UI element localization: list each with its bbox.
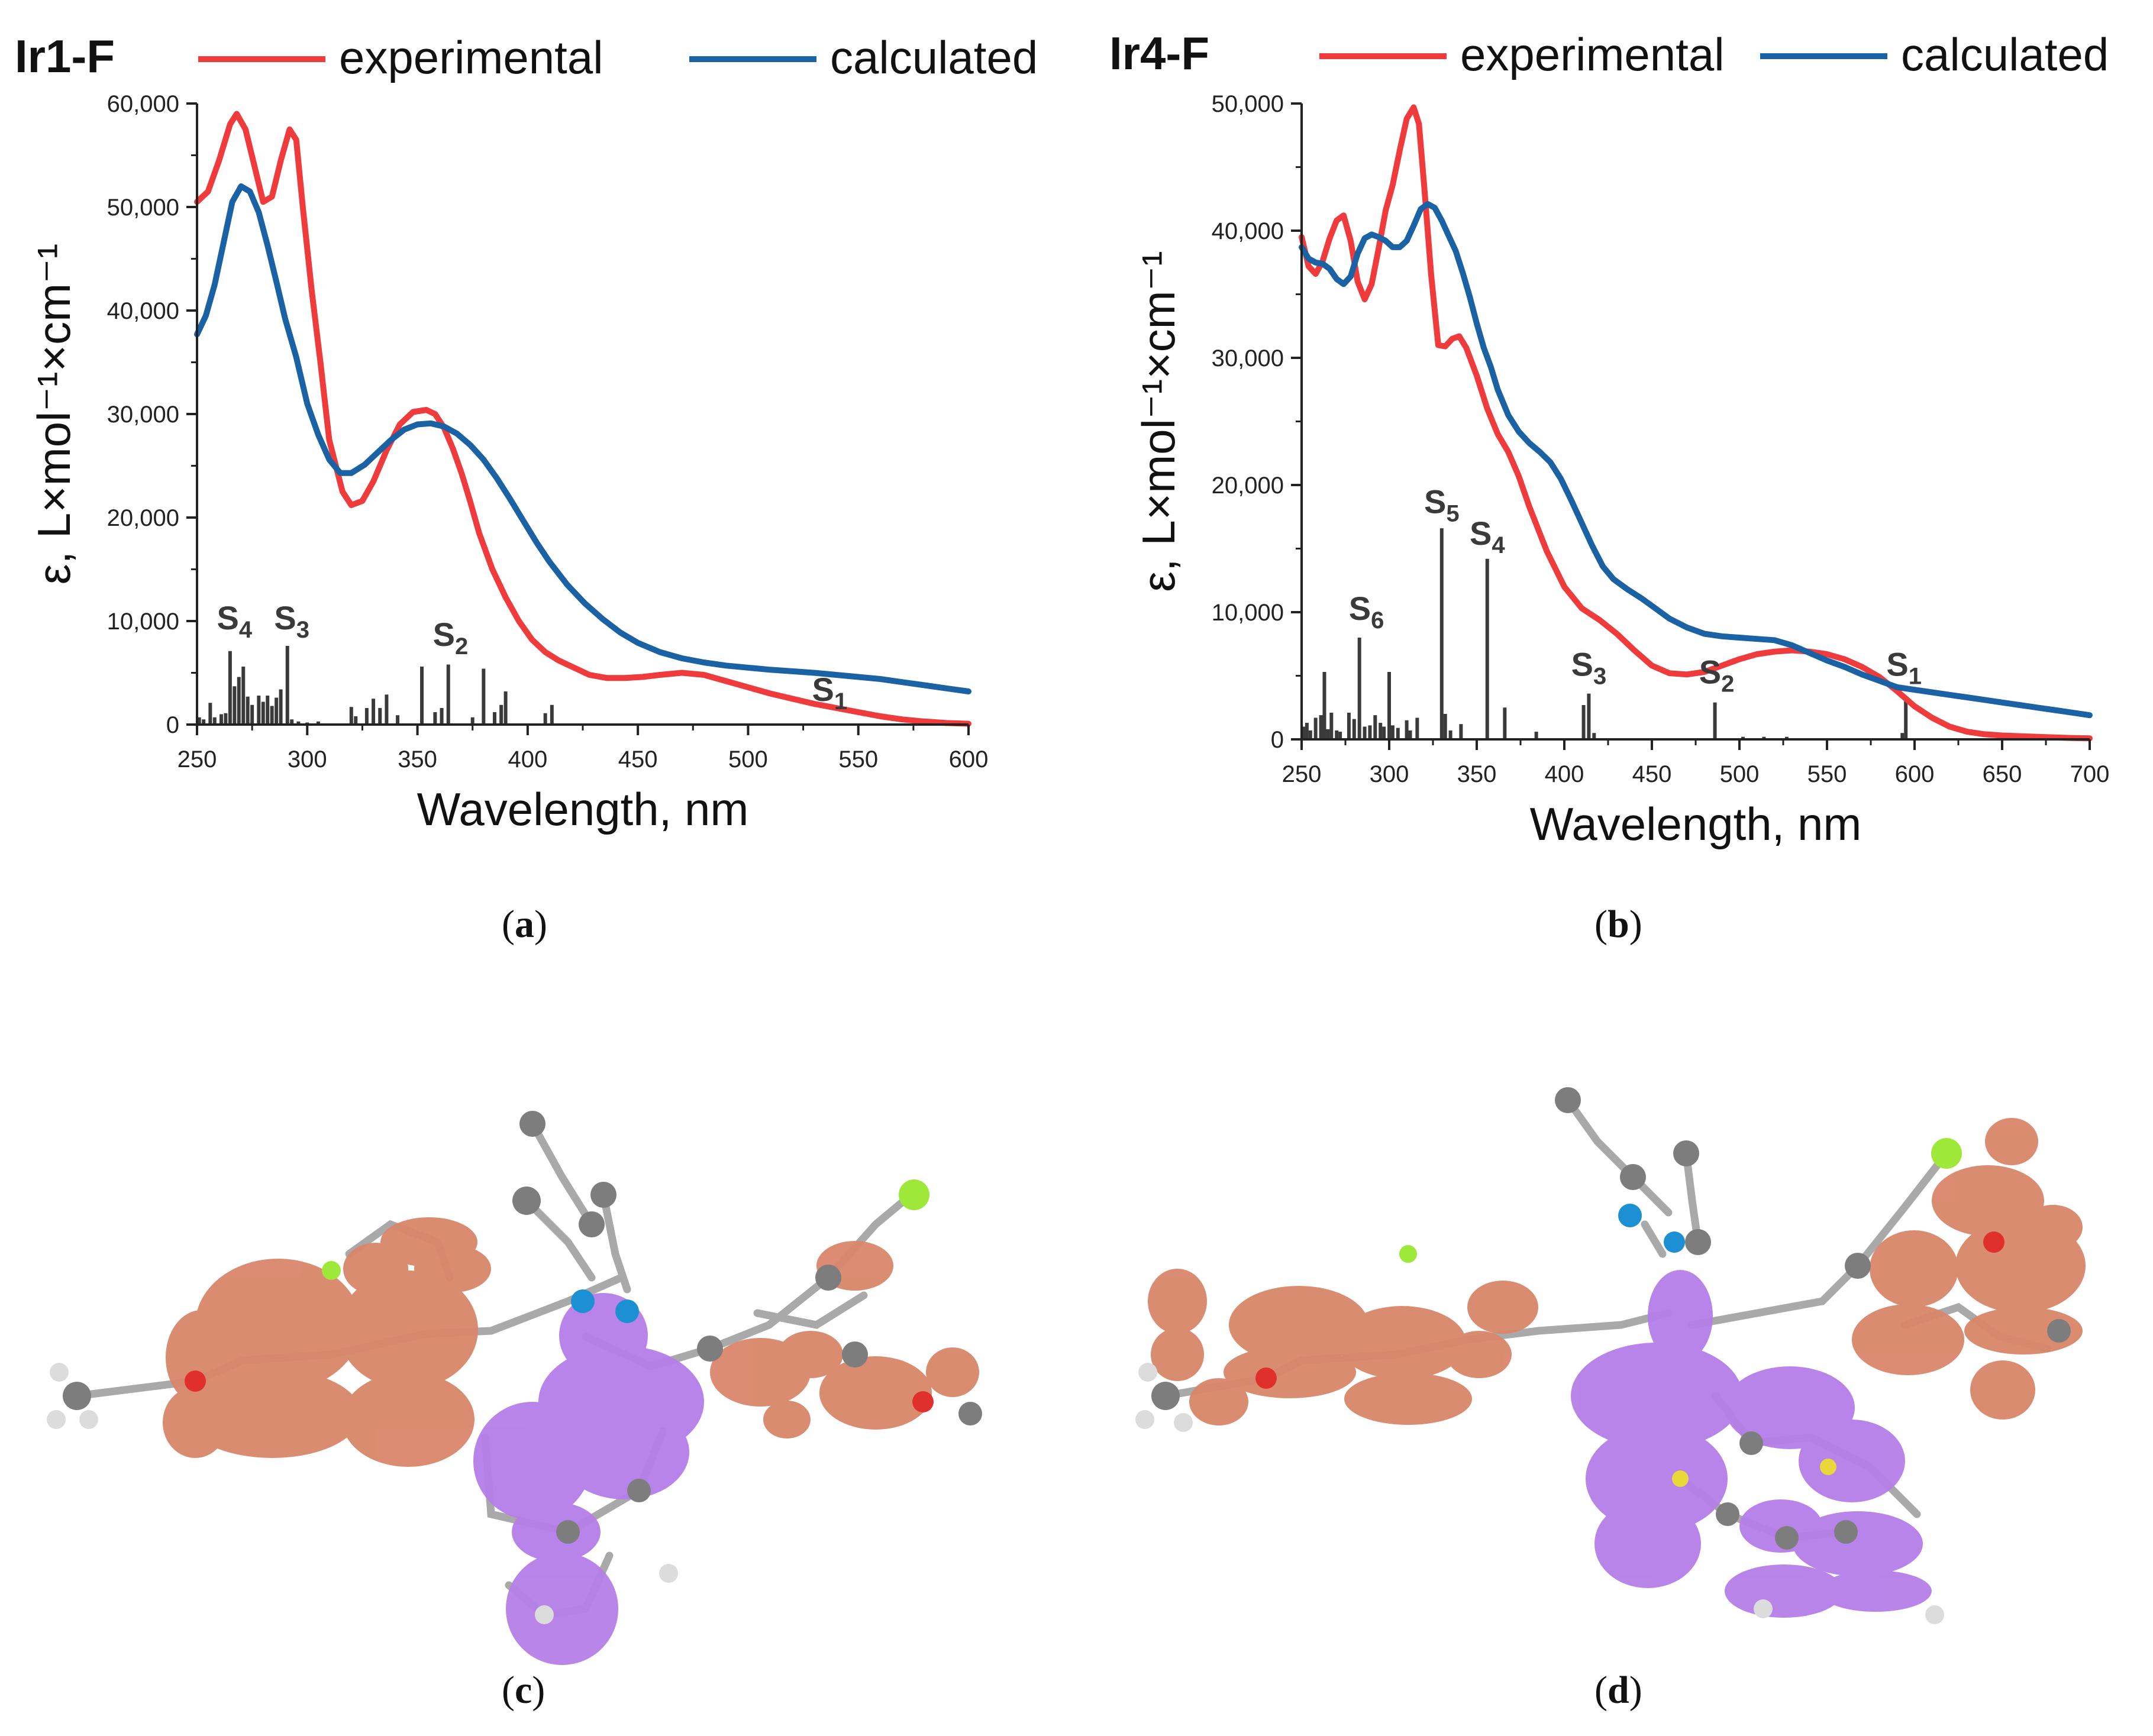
y-tick-label: 60,000 <box>107 91 179 117</box>
state-label-sub: 6 <box>1371 607 1384 633</box>
caption-b-letter: b <box>1607 903 1629 946</box>
series-calculated <box>1299 201 2093 719</box>
state-label-main: S <box>1571 646 1593 683</box>
x-tick-label: 250 <box>1282 761 1322 787</box>
legend-experimental-label: experimental <box>1460 28 1725 80</box>
x-tick-label: 650 <box>1983 761 2022 787</box>
state-label-sub: 2 <box>455 633 468 660</box>
state-label: S1 <box>1886 646 1922 690</box>
compound-title: Ir1-F <box>15 30 115 82</box>
state-label-sub: 1 <box>1909 664 1922 690</box>
y-axis-title: ε, L×mol⁻¹×cm⁻¹ <box>28 244 80 585</box>
state-label: S2 <box>1699 653 1735 697</box>
y-tick-label: 10,000 <box>1212 600 1284 626</box>
state-label-sub: 3 <box>1593 664 1606 690</box>
state-label-main: S <box>433 616 455 653</box>
state-label: S5 <box>1424 483 1460 526</box>
y-tick-label: 50,000 <box>1212 91 1284 117</box>
y-axis-title: ε, L×mol⁻¹×cm⁻¹ <box>1132 251 1184 592</box>
transition-bars <box>197 646 554 725</box>
state-label-sub: 4 <box>239 617 253 643</box>
legend-calculated-label: calculated <box>830 31 1038 83</box>
state-label: S3 <box>274 599 309 643</box>
state-label: S4 <box>217 599 253 643</box>
state-label-main: S <box>812 671 834 708</box>
legend-experimental-label: experimental <box>339 31 603 83</box>
y-tick-label: 0 <box>1271 727 1284 753</box>
x-tick-label: 250 <box>177 746 217 772</box>
state-label-sub: 4 <box>1492 532 1505 558</box>
orange-lobes <box>163 1217 979 1467</box>
x-tick-label: 500 <box>1720 761 1760 787</box>
x-tick-label: 550 <box>1807 761 1847 787</box>
spectrum-panel-b: Ir4-F experimental calculated 250 300 350 400 4… <box>1089 0 2153 864</box>
state-label: S3 <box>1571 646 1607 690</box>
absorption-chart-ir1f: Ir1-F experimental calculated 250 300 350 400 4… <box>15 30 1038 835</box>
x-axis-title: Wavelength, nm <box>417 783 749 835</box>
state-label-main: S <box>1424 483 1446 520</box>
state-label-main: S <box>1470 515 1492 552</box>
transition-bars <box>1301 528 1908 739</box>
caption-c: (c) <box>502 1669 545 1712</box>
state-label: S1 <box>812 671 847 715</box>
x-tick-label: 450 <box>618 746 658 772</box>
state-label-main: S <box>274 599 296 636</box>
y-tick-label: 30,000 <box>1212 345 1284 371</box>
state-label-main: S <box>1699 653 1721 690</box>
state-label-main: S <box>1349 590 1371 627</box>
x-tick-label: 550 <box>838 746 878 772</box>
compound-title: Ir4-F <box>1109 27 1209 79</box>
y-tick-label: 0 <box>166 712 179 738</box>
caption-c-letter: c <box>514 1669 532 1712</box>
state-label-sub: 3 <box>296 617 309 643</box>
orange-lobes <box>1148 1118 2086 1425</box>
series-experimental <box>1299 104 2093 742</box>
y-tick-label: 40,000 <box>1212 218 1284 244</box>
molecule-panel-d <box>1089 946 2153 1736</box>
y-tick-label: 40,000 <box>107 298 179 324</box>
x-tick-label: 350 <box>1457 761 1497 787</box>
state-label-main: S <box>217 599 239 636</box>
spectrum-panel-a: Ir1-F experimental calculated 250 300 350 400 4… <box>0 0 1053 864</box>
x-tick-label: 350 <box>398 746 437 772</box>
caption-a-letter: a <box>514 903 534 946</box>
purple-lobes <box>473 1293 704 1665</box>
x-tick-label: 400 <box>1545 761 1584 787</box>
x-tick-label: 400 <box>508 746 547 772</box>
x-tick-label: 450 <box>1632 761 1672 787</box>
caption-b: (b) <box>1594 903 1642 946</box>
y-tick-label: 30,000 <box>107 402 179 428</box>
caption-d-letter: d <box>1607 1669 1629 1712</box>
state-label-sub: 1 <box>834 688 847 715</box>
legend-calculated-label: calculated <box>1901 28 2109 80</box>
x-axis-title: Wavelength, nm <box>1530 798 1862 850</box>
x-tick-label: 600 <box>949 746 989 772</box>
series-calculated <box>194 183 971 694</box>
atoms <box>1135 1087 2071 1624</box>
ir4f-orbital-rendering <box>1135 1087 2086 1624</box>
y-tick-label: 10,000 <box>107 609 179 635</box>
x-tick-label: 300 <box>1370 761 1409 787</box>
series-experimental <box>194 111 971 727</box>
x-tick-label: 300 <box>288 746 327 772</box>
x-tick-label: 500 <box>728 746 768 772</box>
state-label: S6 <box>1349 590 1384 633</box>
molecule-panel-c <box>0 946 1053 1736</box>
state-label-sub: 2 <box>1721 671 1734 697</box>
y-tick-label: 50,000 <box>107 195 179 221</box>
state-label: S2 <box>433 616 469 660</box>
state-label-sub: 5 <box>1446 500 1459 526</box>
x-tick-label: 700 <box>2070 761 2110 787</box>
caption-d: (d) <box>1594 1669 1642 1712</box>
caption-a: (a) <box>502 903 547 946</box>
state-label: S4 <box>1470 515 1505 558</box>
y-tick-label: 20,000 <box>107 505 179 531</box>
x-tick-label: 600 <box>1895 761 1935 787</box>
state-label-main: S <box>1886 646 1908 683</box>
y-tick-label: 20,000 <box>1212 473 1284 499</box>
purple-lobes <box>1571 1270 1932 1618</box>
ir1f-orbital-rendering <box>47 1111 982 1665</box>
atoms <box>47 1111 982 1624</box>
